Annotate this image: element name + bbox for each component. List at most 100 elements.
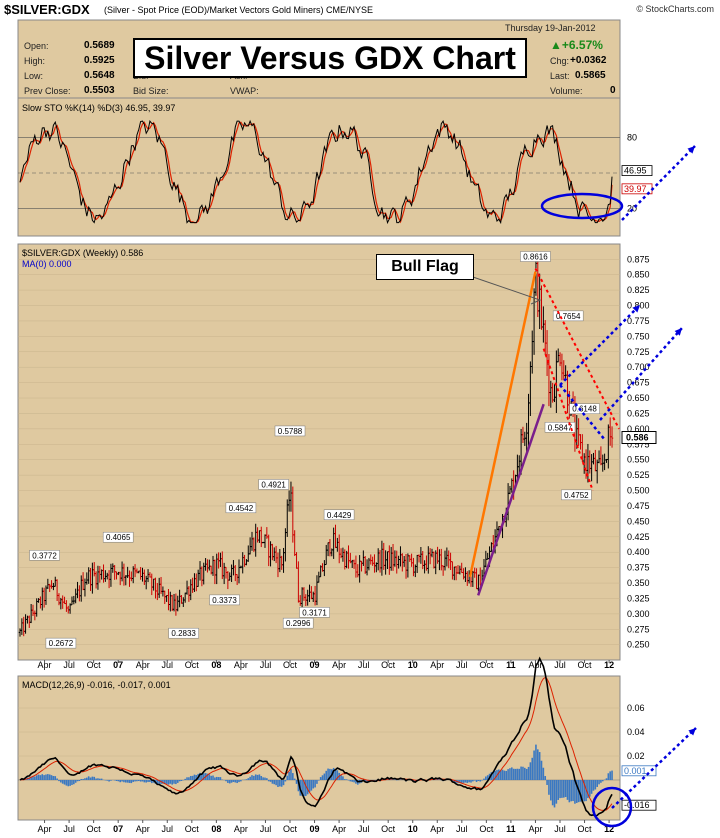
price-annotation-box [209,594,240,606]
x-tick-label: Oct [185,824,200,834]
price-tick-label: 0.750 [627,331,650,341]
price-annotation-label: 0.4542 [229,504,254,513]
price-tick-label: 0.650 [627,393,650,403]
price-tick-label: 0.700 [627,362,650,372]
stochastic-k-line [19,119,613,225]
price-annotation-box [225,502,257,514]
price-tick-label: 0.875 [627,254,650,264]
x-tick-label: 12 [604,660,614,670]
x-tick-label: Apr [430,660,444,670]
price-tick-label: 0.375 [627,563,650,573]
x-tick-label: 10 [408,824,418,834]
chg-value: +0.0362 [570,55,607,66]
stochastic-tick-label: 80 [627,133,637,143]
price-annotation-label: 0.5847 [548,423,573,432]
macd-tick-label: 0.06 [627,703,645,713]
low-label: Low: [24,71,44,81]
prev-close-label: Prev Close: [24,86,71,96]
ma-legend: MA(0) 0.000 [22,259,72,269]
x-tick-label: Apr [234,660,248,670]
symbol-subtitle: (Silver - Spot Price (EOD)/Market Vector… [104,5,374,15]
credit-label: © StockCharts.com [636,4,714,14]
price-annotation-label: 0.2672 [49,639,74,648]
x-tick-label: Jul [554,660,566,670]
purple-support-line [476,403,545,596]
macd-value-box [621,765,657,777]
price-annotation-label: 0.3772 [32,551,57,560]
price-annotation-box [274,425,306,437]
price-annotation-box [258,479,289,490]
bull-flag-pointer [469,275,542,305]
price-annotation-box [45,637,77,649]
last-value: 0.5865 [575,70,606,81]
price-annotation-box [29,550,60,561]
price-annotation-label: 0.4752 [564,491,589,500]
price-annotation-box [282,617,314,629]
x-tick-label: Jul [260,824,272,834]
x-tick-label: 09 [310,660,320,670]
price-up-arrow-1-head [632,305,640,313]
last-price-label: 0.586 [626,433,649,443]
volume-value: 0 [610,85,616,96]
price-tick-label: 0.300 [627,609,650,619]
macd-panel [17,675,621,821]
price-annotation-box [561,489,592,501]
x-tick-label: 07 [113,660,123,670]
price-annotation-label: 0.6148 [572,405,597,414]
price-annotation-label: 0.3373 [212,596,237,605]
x-tick-label: Jul [456,660,468,670]
chart-header: $SILVER:GDX (Silver - Spot Price (EOD)/M… [0,0,720,18]
price-annotation-box [168,627,199,639]
price-tick-label: 0.450 [627,516,650,526]
price-annotation-label: 0.4429 [327,511,352,520]
x-tick-label: Oct [87,824,102,834]
x-tick-label: Oct [578,824,593,834]
stochastic-tick-label: 20 [627,203,637,213]
stochastic-highlight-ellipse [540,192,624,220]
price-up-arrow-2-head [674,328,682,336]
price-annotation-box [520,251,551,262]
price-annotation-box [102,531,134,543]
price-annotation-label: 0.8616 [523,253,548,262]
stochastic-value-box [621,165,653,176]
x-tick-label: Jul [554,824,566,834]
stochastic-value-label: 46.95 [624,166,647,176]
price-tick-label: 0.675 [627,378,650,388]
x-tick-label: Apr [332,824,346,834]
macd-value-label: -0.016 [624,800,650,810]
price-annotation-box [323,509,355,521]
price-tick-label: 0.600 [627,424,650,434]
symbol-title: $SILVER:GDX [4,2,90,17]
price-tick-label: 0.825 [627,285,650,295]
price-annotation-box [299,607,330,618]
x-tick-label: Jul [63,824,75,834]
price-tick-label: 0.550 [627,455,650,465]
price-tick-label: 0.850 [627,270,650,280]
price-annotation-label: 0.4921 [261,480,286,489]
x-tick-label: Jul [358,824,370,834]
x-tick-label: Oct [381,824,396,834]
x-tick-label: 08 [211,660,221,670]
x-tick-label: Jul [162,660,174,670]
high-value: 0.5925 [84,55,115,66]
stochastic-up-arrow [621,145,696,221]
macd-line [19,656,613,818]
x-tick-label: Oct [578,660,593,670]
x-tick-label: Jul [63,660,75,670]
x-tick-label: Apr [136,660,150,670]
x-tick-label: Apr [38,660,52,670]
price-tick-label: 0.350 [627,578,650,588]
high-label: High: [24,56,46,66]
macd-signal-line [19,677,613,811]
x-tick-label: 08 [211,824,221,834]
price-tick-label: 0.325 [627,593,650,603]
macd-tick-label: 0.02 [627,751,645,761]
price-annotation-label: 0.2996 [286,619,311,628]
low-value: 0.5648 [84,70,115,81]
x-tick-label: 11 [506,824,516,834]
volume-label: Volume: [550,86,583,96]
pct-change: ▲+6.57% [550,38,603,52]
open-label: Open: [24,41,49,51]
stochastic-up-arrow-head [687,146,695,154]
